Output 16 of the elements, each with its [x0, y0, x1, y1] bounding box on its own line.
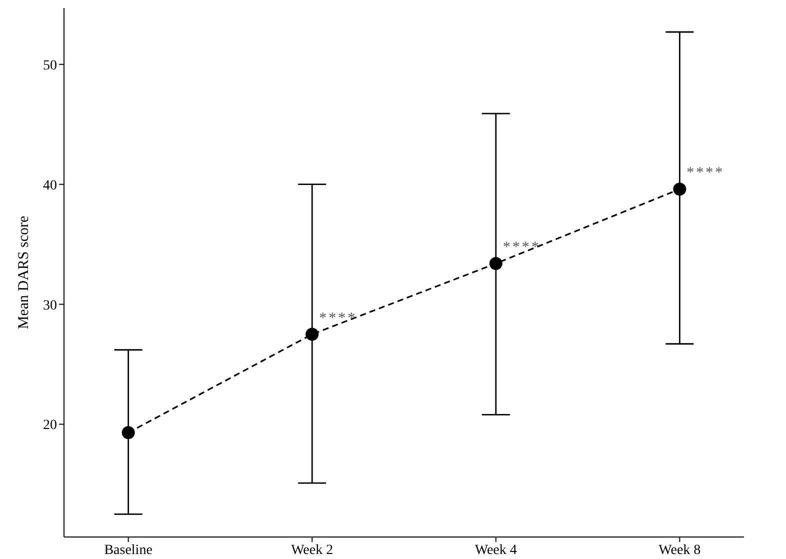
- x-tick-label: Week 4: [474, 542, 517, 558]
- x-tick-label: Week 8: [658, 542, 701, 558]
- y-tick-label: 30: [43, 298, 57, 314]
- annotation: ****: [319, 310, 358, 326]
- y-axis-title: Mean DARS score: [16, 216, 32, 330]
- x-tick-label: Week 2: [291, 542, 334, 558]
- annotation: ****: [502, 240, 541, 256]
- y-tick-label: 20: [43, 418, 57, 434]
- annotation: ****: [686, 165, 725, 182]
- point: [489, 257, 502, 270]
- point: [122, 426, 135, 440]
- y-tick-label: 40: [43, 178, 57, 194]
- point: [306, 328, 319, 341]
- y-tick-label: 50: [43, 58, 57, 74]
- point: [673, 182, 686, 196]
- x-tick-label: Baseline: [104, 542, 152, 558]
